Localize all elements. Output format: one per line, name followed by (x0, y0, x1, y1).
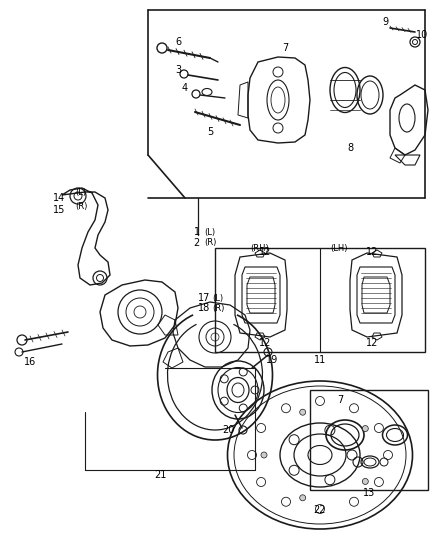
Text: 14: 14 (53, 193, 65, 203)
Circle shape (300, 409, 306, 415)
Text: 11: 11 (314, 355, 326, 365)
Text: 7: 7 (282, 43, 288, 53)
Text: (L): (L) (212, 294, 223, 303)
Text: 13: 13 (363, 488, 375, 498)
Text: (R): (R) (75, 203, 87, 212)
Text: 15: 15 (53, 205, 65, 215)
Text: 7: 7 (337, 395, 343, 405)
Text: 19: 19 (266, 355, 278, 365)
Text: 12: 12 (366, 247, 378, 257)
Text: 1: 1 (194, 227, 200, 237)
Text: 17: 17 (198, 293, 210, 303)
Text: (LH): (LH) (330, 244, 347, 253)
Text: 5: 5 (207, 127, 213, 137)
Text: (L): (L) (75, 189, 86, 198)
Text: 12: 12 (366, 338, 378, 348)
Text: 2: 2 (194, 238, 200, 248)
Text: 22: 22 (314, 505, 326, 515)
Bar (215, 248, 425, 352)
Text: 12: 12 (259, 247, 271, 257)
Text: 4: 4 (182, 83, 188, 93)
Text: 18: 18 (198, 303, 210, 313)
Circle shape (261, 452, 267, 458)
Text: 3: 3 (175, 65, 181, 75)
Text: (R): (R) (212, 303, 224, 312)
Text: 20: 20 (222, 425, 234, 435)
Text: 8: 8 (347, 143, 353, 153)
Circle shape (362, 479, 368, 484)
Text: 10: 10 (416, 30, 428, 40)
Text: (R): (R) (204, 238, 216, 247)
Text: 21: 21 (154, 470, 166, 480)
Text: 16: 16 (24, 357, 36, 367)
Text: 9: 9 (382, 17, 388, 27)
Text: 6: 6 (175, 37, 181, 47)
Text: 12: 12 (259, 338, 271, 348)
Text: (L): (L) (204, 228, 215, 237)
Circle shape (362, 425, 368, 432)
Text: (RH): (RH) (250, 244, 269, 253)
Bar (310, 390, 428, 490)
Circle shape (300, 495, 306, 501)
